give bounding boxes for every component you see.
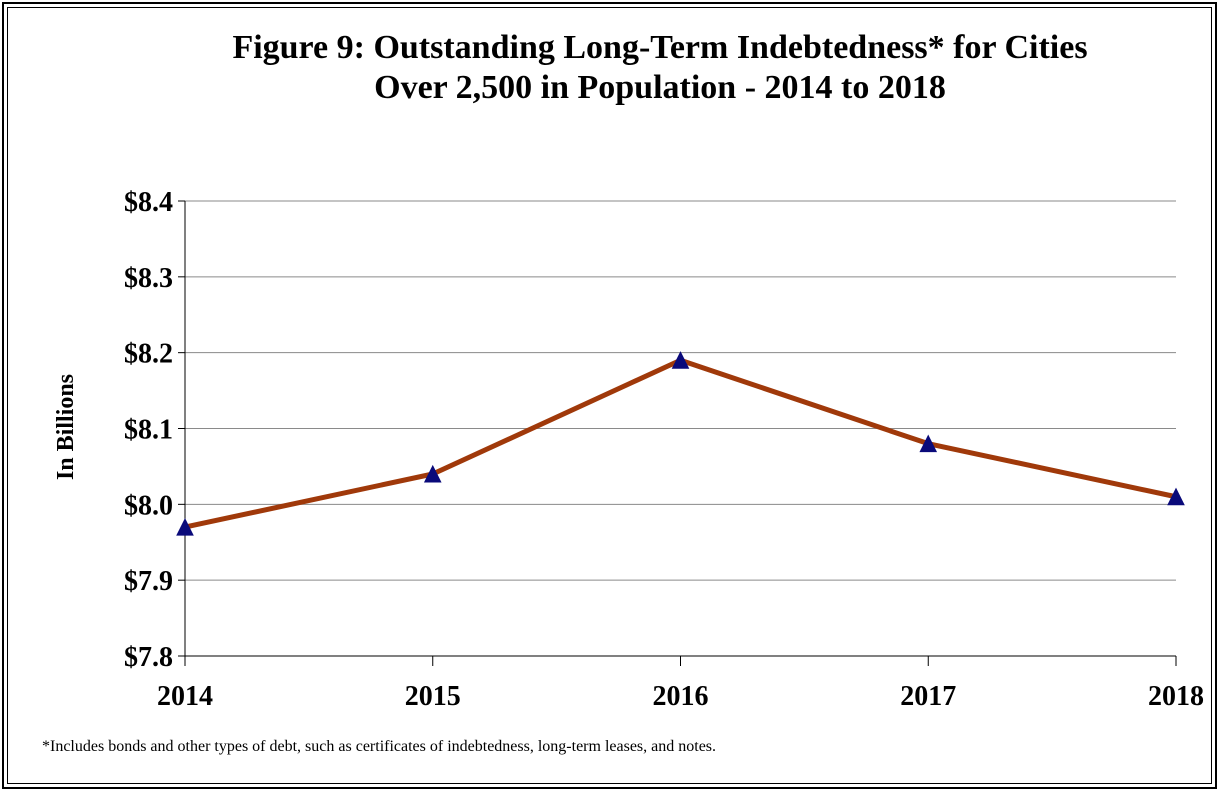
y-tick-label: $8.4 [124,187,173,218]
chart-title-line-2: Over 2,500 in Population - 2014 to 2018 [374,69,946,106]
y-axis-label: In Billions [53,374,79,480]
x-tick-label: 2015 [405,681,461,712]
data-point-marker [176,517,194,536]
x-tick-labels: 2014 2015 2016 2017 2018 [157,681,1204,712]
y-tick-labels: $7.8 $7.9 $8.0 $8.1 $8.2 $8.3 $8.4 [124,187,173,673]
y-tick-label: $7.8 [124,642,173,673]
x-tick-label: 2018 [1148,681,1204,712]
chart-title: Figure 9: Outstanding Long-Term Indebted… [100,28,1220,108]
gridlines [185,200,1176,581]
axes [178,200,1177,666]
y-tick-label: $8.0 [124,490,173,521]
y-tick-label: $8.2 [124,339,173,370]
x-tick-label: 2017 [900,681,956,712]
series-line [182,357,1179,530]
y-tick-label: $8.3 [124,263,173,294]
footnote: *Includes bonds and other types of debt,… [42,738,717,755]
data-point-marker [1167,487,1185,506]
data-point-marker [423,464,442,483]
x-tick-label: 2016 [653,681,709,712]
y-tick-label: $8.1 [124,415,173,446]
inner-border [7,7,1212,784]
data-markers [176,351,1185,536]
data-point-marker [919,434,938,453]
series-lines [182,357,1179,530]
y-tick-label: $7.9 [124,566,173,597]
x-tick-label: 2014 [157,681,213,712]
chart-title-line-1: Figure 9: Outstanding Long-Term Indebted… [232,29,1088,66]
data-point-marker [671,351,690,369]
